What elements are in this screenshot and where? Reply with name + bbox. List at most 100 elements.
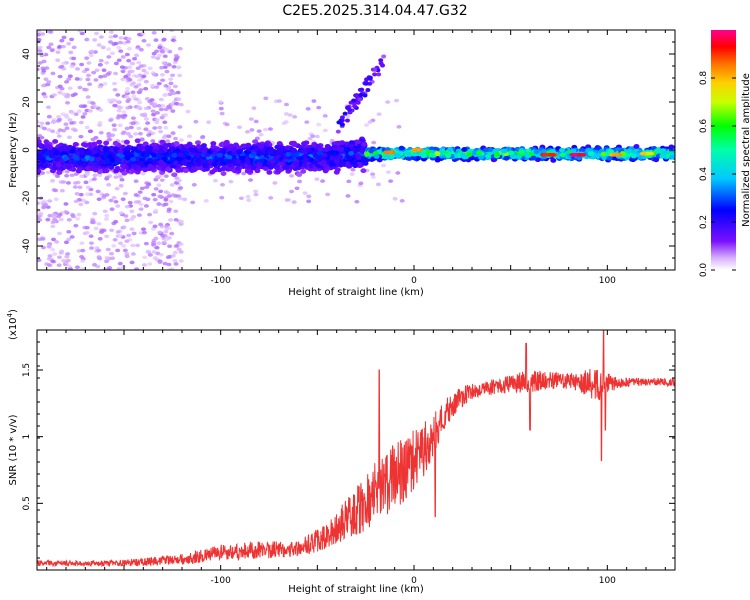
heatmap-noise-cell: [117, 233, 123, 238]
heatmap-cell: [130, 156, 137, 162]
heatmap-cell: [112, 140, 119, 146]
heatmap-noise-cell: [156, 202, 162, 206]
heatmap-noise-cell: [65, 181, 71, 185]
heatmap-hot-spot: [411, 148, 419, 152]
heatmap-cell: [471, 150, 478, 156]
heatmap-cell: [194, 152, 201, 158]
heatmap-noise-cell: [173, 101, 179, 106]
heatmap-noise-cell: [392, 197, 398, 201]
heatmap-noise-cell: [302, 191, 308, 195]
heatmap-noise-cell: [50, 259, 56, 264]
heatmap-noise-cell: [84, 125, 90, 130]
heatmap-noise-cell: [165, 87, 171, 92]
heatmap-noise-cell: [126, 76, 132, 81]
heatmap-noise-cell: [107, 266, 113, 270]
heatmap-noise-cell: [116, 58, 122, 63]
heatmap-cell: [559, 147, 566, 153]
heatmap-noise-cell: [64, 173, 70, 178]
heatmap-noise-cell: [58, 217, 64, 222]
heatmap-noise-cell: [129, 217, 135, 221]
heatmap-cell: [147, 163, 154, 169]
heatmap-noise-cell: [94, 31, 100, 36]
heatmap-noise-cell: [131, 94, 137, 99]
heatmap-noise-cell: [276, 99, 282, 103]
heatmap-noise-cell: [120, 131, 126, 136]
heatmap-cell: [600, 151, 607, 157]
heatmap-noise-cell: [160, 78, 166, 83]
heatmap-cell: [182, 168, 189, 174]
heatmap-cell: [362, 93, 368, 98]
heatmap-noise-cell: [145, 249, 151, 254]
heatmap-cell: [285, 152, 292, 157]
heatmap-noise-cell: [73, 172, 79, 176]
heatmap-noise-cell: [115, 93, 121, 97]
heatmap-noise-cell: [113, 199, 119, 204]
heatmap-noise-cell: [143, 79, 149, 84]
heatmap-noise-cell: [115, 100, 121, 104]
heatmap-cell: [293, 162, 300, 167]
heatmap-noise-cell: [64, 169, 70, 174]
heatmap-noise-cell: [281, 121, 287, 126]
heatmap-noise-cell: [37, 120, 40, 124]
heatmap-noise-cell: [46, 245, 52, 249]
heatmap-noise-cell: [104, 213, 110, 218]
heatmap-noise-cell: [41, 69, 47, 73]
heatmap-hot-spot: [571, 153, 579, 157]
heatmap-cell: [137, 145, 144, 151]
heatmap-noise-cell: [267, 127, 273, 131]
heatmap-noise-cell: [47, 199, 53, 203]
heatmap-noise-cell: [57, 231, 63, 236]
heatmap-cell: [344, 118, 350, 123]
heatmap-noise-cell: [122, 191, 128, 196]
heatmap-cell: [171, 172, 178, 178]
heatmap-noise-cell: [57, 44, 63, 49]
heatmap-noise-cell: [203, 199, 209, 203]
heatmap-noise-cell: [130, 121, 136, 126]
heatmap-noise-cell: [37, 201, 40, 206]
heatmap-noise-cell: [78, 192, 84, 197]
heatmap-cell: [267, 149, 274, 155]
heatmap-noise-cell: [116, 114, 122, 118]
heatmap-noise-cell: [106, 183, 112, 187]
heatmap-noise-cell: [163, 92, 169, 97]
heatmap-noise-cell: [79, 174, 85, 179]
x-tick-label: 100: [599, 276, 616, 286]
heatmap-noise-cell: [40, 237, 46, 241]
heatmap-noise-cell: [152, 256, 158, 260]
heatmap-noise-cell: [130, 243, 136, 248]
heatmap-noise-cell: [148, 220, 154, 225]
heatmap-noise-cell: [143, 241, 149, 246]
heatmap-noise-cell: [163, 113, 169, 117]
heatmap-noise-cell: [72, 185, 78, 189]
heatmap-noise-cell: [56, 214, 62, 219]
heatmap-cell: [53, 156, 60, 162]
heatmap-cell: [360, 168, 367, 174]
heatmap-noise-cell: [46, 114, 52, 119]
heatmap-noise-cell: [150, 55, 156, 59]
heatmap-noise-cell: [49, 48, 55, 53]
heatmap-noise-cell: [110, 98, 116, 102]
heatmap-noise-cell: [42, 94, 48, 99]
heatmap-noise-cell: [178, 242, 184, 247]
heatmap-noise-cell: [253, 119, 259, 124]
heatmap-noise-cell: [177, 196, 183, 201]
heatmap-noise-cell: [57, 117, 63, 122]
heatmap-noise-cell: [137, 131, 143, 136]
heatmap-noise-cell: [108, 30, 114, 34]
heatmap-cell: [291, 142, 298, 148]
heatmap-noise-cell: [396, 125, 402, 129]
heatmap-noise-cell: [63, 210, 69, 214]
heatmap-cell: [106, 154, 113, 159]
heatmap-cell: [223, 141, 230, 147]
heatmap-cell: [296, 172, 303, 177]
heatmap-noise-cell: [285, 198, 291, 202]
heatmap-noise-cell: [142, 113, 148, 118]
heatmap-cell: [570, 148, 577, 154]
heatmap-noise-cell: [37, 32, 41, 37]
heatmap-noise-cell: [96, 248, 102, 253]
heatmap-noise-cell: [134, 267, 140, 270]
heatmap-cell: [188, 147, 195, 152]
heatmap-noise-cell: [167, 92, 173, 97]
heatmap-noise-cell: [127, 200, 133, 205]
heatmap-cell: [72, 141, 79, 147]
